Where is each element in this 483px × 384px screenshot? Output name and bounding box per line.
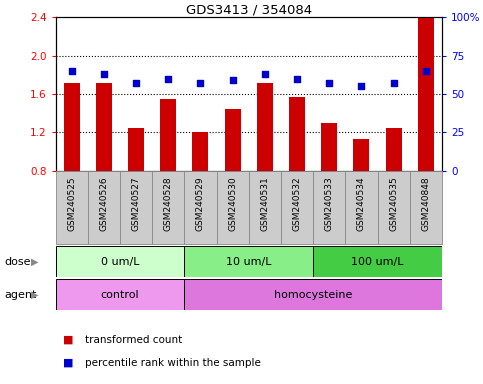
- Bar: [410, 171, 442, 244]
- Bar: [185, 246, 313, 277]
- Bar: [321, 123, 337, 171]
- Bar: [128, 127, 144, 171]
- Bar: [345, 171, 378, 244]
- Bar: [88, 171, 120, 244]
- Title: GDS3413 / 354084: GDS3413 / 354084: [185, 3, 312, 16]
- Text: ■: ■: [63, 358, 73, 368]
- Text: GSM240534: GSM240534: [357, 177, 366, 231]
- Bar: [354, 139, 369, 171]
- Bar: [418, 17, 434, 171]
- Point: [68, 68, 75, 74]
- Text: ■: ■: [63, 335, 73, 345]
- Text: GSM240531: GSM240531: [260, 177, 270, 232]
- Bar: [385, 127, 402, 171]
- Bar: [216, 171, 249, 244]
- Point: [261, 71, 269, 77]
- Point: [100, 71, 108, 77]
- Text: GSM240526: GSM240526: [99, 177, 108, 231]
- Text: 100 um/L: 100 um/L: [351, 257, 404, 266]
- Bar: [160, 99, 176, 171]
- Text: agent: agent: [5, 290, 37, 300]
- Bar: [120, 171, 152, 244]
- Text: dose: dose: [5, 257, 31, 266]
- Bar: [313, 171, 345, 244]
- Bar: [281, 171, 313, 244]
- Bar: [56, 279, 185, 310]
- Text: control: control: [100, 290, 139, 300]
- Bar: [64, 83, 80, 171]
- Text: homocysteine: homocysteine: [274, 290, 352, 300]
- Bar: [378, 171, 410, 244]
- Point: [293, 76, 301, 82]
- Bar: [96, 83, 112, 171]
- Text: GSM240533: GSM240533: [325, 177, 334, 232]
- Text: percentile rank within the sample: percentile rank within the sample: [85, 358, 260, 368]
- Bar: [185, 279, 442, 310]
- Text: GSM240525: GSM240525: [67, 177, 76, 231]
- Text: GSM240527: GSM240527: [131, 177, 141, 231]
- Bar: [249, 171, 281, 244]
- Point: [357, 83, 365, 89]
- Text: GSM240528: GSM240528: [164, 177, 173, 231]
- Bar: [313, 246, 442, 277]
- Text: ▶: ▶: [31, 290, 39, 300]
- Point: [197, 80, 204, 86]
- Point: [390, 80, 398, 86]
- Text: 10 um/L: 10 um/L: [226, 257, 271, 266]
- Text: ▶: ▶: [31, 257, 39, 266]
- Bar: [152, 171, 185, 244]
- Text: transformed count: transformed count: [85, 335, 182, 345]
- Text: GSM240848: GSM240848: [421, 177, 430, 231]
- Bar: [192, 131, 209, 171]
- Point: [132, 80, 140, 86]
- Bar: [257, 83, 273, 171]
- Bar: [289, 97, 305, 171]
- Text: GSM240535: GSM240535: [389, 177, 398, 232]
- Bar: [185, 171, 216, 244]
- Text: 0 um/L: 0 um/L: [100, 257, 139, 266]
- Point: [326, 80, 333, 86]
- Bar: [225, 109, 241, 171]
- Bar: [56, 171, 88, 244]
- Text: GSM240529: GSM240529: [196, 177, 205, 231]
- Point: [164, 76, 172, 82]
- Bar: [56, 246, 185, 277]
- Text: GSM240532: GSM240532: [293, 177, 301, 231]
- Text: GSM240530: GSM240530: [228, 177, 237, 232]
- Point: [422, 68, 430, 74]
- Point: [229, 77, 237, 83]
